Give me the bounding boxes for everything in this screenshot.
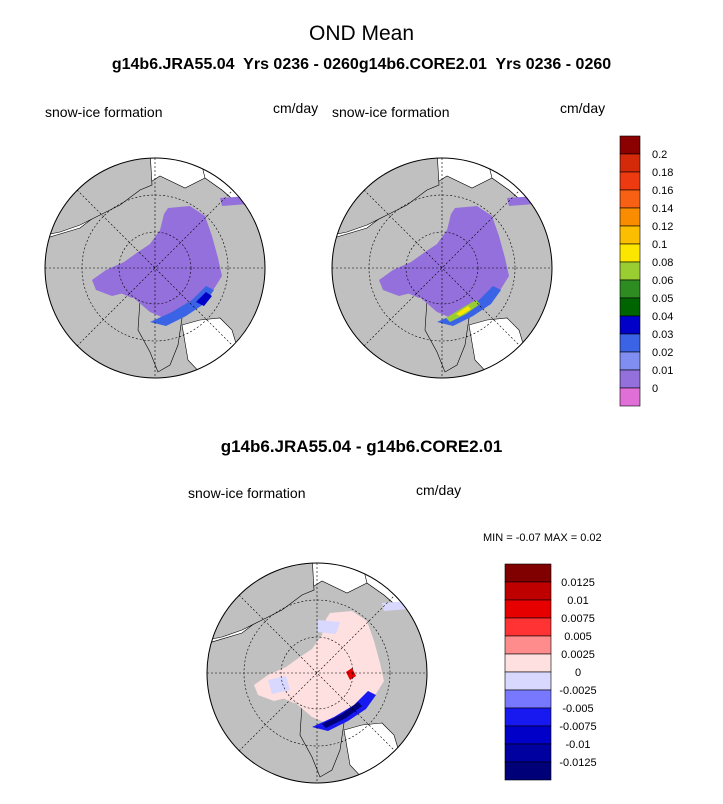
colorbar-top-tick-label: 0.18 — [652, 167, 673, 179]
colorbar-diff-swatch — [504, 635, 552, 655]
colorbar-top-swatch — [619, 225, 641, 245]
colorbar-diff-tick-label: -0.01 — [565, 739, 590, 751]
snow-ice-streak-peak — [456, 306, 471, 316]
panel1-units-label: cm/day — [273, 100, 319, 116]
colorbar-diff-swatch — [504, 725, 552, 745]
colorbar-top-swatch — [619, 261, 641, 281]
colorbar-top-tick-label: 0.12 — [652, 221, 673, 233]
colorbar-top: 0.2 0.18 0.16 0.14 0.12 0.1 0.08 0.06 0.05 0.04 0.… — [619, 135, 673, 407]
colorbar-diff-tick-label: 0.0125 — [561, 577, 595, 589]
min-max-readout: MIN = -0.07 MAX = 0.02 — [483, 532, 602, 544]
colorbar-top-tick-label: 0.06 — [652, 275, 673, 287]
land-top-right — [199, 158, 265, 205]
land-scandinavia — [181, 317, 239, 378]
colorbar-top-tick-label: 0 — [652, 383, 658, 395]
colorbar-diff-swatch — [504, 761, 552, 781]
colorbar-top-swatch — [619, 189, 641, 209]
colorbar-diff-swatch — [504, 653, 552, 673]
colorbar-diff-tick-label: -0.005 — [562, 703, 593, 715]
colorbar-top-tick-label: 0.03 — [652, 329, 673, 341]
colorbar-diff-tick-label: -0.0075 — [559, 721, 596, 733]
difference-streak-core — [322, 702, 362, 728]
colorbar-top-tick-label: 0.1 — [652, 239, 667, 251]
subtitle-right: g14b6.CORE2.01 Yrs 0236 - 0260 — [358, 56, 612, 73]
snow-ice-streak-high — [446, 300, 480, 322]
colorbar-diff-swatch — [504, 581, 552, 601]
colorbar-diff-tick-label: 0 — [575, 667, 581, 679]
difference-positive-spot — [346, 668, 356, 680]
colorbar-top-swatch — [619, 207, 641, 227]
colorbar-diff-swatch — [504, 563, 552, 583]
colorbar-diff-tick-label: -0.0125 — [559, 757, 596, 769]
snow-ice-streak — [437, 286, 501, 326]
figure-title: OND Mean — [308, 22, 415, 45]
colorbar-diff-tick-label: -0.0025 — [559, 685, 596, 697]
panel2-variable-label: snow-ice formation — [332, 104, 450, 120]
land-north-america — [45, 158, 153, 237]
colorbar-diff-tick-label: 0.0025 — [561, 649, 595, 661]
polar-map-jra55 — [44, 157, 266, 379]
colorbar-top-tick-label: 0.08 — [652, 257, 673, 269]
difference-title: g14b6.JRA55.04 - g14b6.CORE2.01 — [220, 437, 503, 456]
polar-map-difference — [206, 562, 428, 784]
colorbar-top-swatch — [619, 279, 641, 299]
colorbar-top-swatch — [619, 387, 641, 407]
panel2-units-label: cm/day — [560, 100, 606, 116]
colorbar-top-tick-label: 0.02 — [652, 347, 673, 359]
colorbar-top-swatch — [619, 351, 641, 371]
colorbar-top-swatch — [619, 369, 641, 389]
colorbar-diff-swatch — [504, 617, 552, 637]
colorbar-top-tick-label: 0.14 — [652, 203, 673, 215]
colorbar-difference: 0.0125 0.01 0.0075 0.005 0.0025 0 -0.0025 -0.00… — [504, 563, 597, 781]
colorbar-top-swatch — [619, 153, 641, 173]
colorbar-top-tick-label: 0.01 — [652, 365, 673, 377]
colorbar-top-tick-label: 0.05 — [652, 293, 673, 305]
colorbar-diff-tick-label: 0.0075 — [561, 613, 595, 625]
colorbar-diff-swatch — [504, 743, 552, 763]
colorbar-top-tick-label: 0.2 — [652, 149, 667, 161]
diff-units-label: cm/day — [416, 482, 462, 498]
difference-field — [254, 611, 384, 723]
colorbar-top-swatch — [619, 297, 641, 317]
colorbar-diff-tick-label: 0.005 — [564, 631, 592, 643]
colorbar-top-swatch — [619, 171, 641, 191]
hudson-ice — [118, 262, 156, 298]
subtitle-left: g14b6.JRA55.04 Yrs 0236 - 0260 — [111, 56, 359, 73]
figure-subtitle: g14b6.JRA55.04 Yrs 0236 - 0260g14b6.CORE… — [0, 56, 723, 74]
land-greenland — [137, 291, 183, 373]
colorbar-diff-swatch — [504, 671, 552, 691]
bering-ice — [220, 196, 250, 206]
colorbar-top-tick-label: 0.04 — [652, 311, 673, 323]
land-eurasia — [45, 175, 265, 378]
colorbar-diff-swatch — [504, 599, 552, 619]
colorbar-top-swatch — [619, 315, 641, 335]
colorbar-diff-swatch — [504, 689, 552, 709]
colorbar-top-tick-label: 0.16 — [652, 185, 673, 197]
colorbar-top-swatch — [619, 333, 641, 353]
diff-variable-label: snow-ice formation — [188, 485, 306, 501]
colorbar-diff-swatch — [504, 707, 552, 727]
difference-streak — [312, 691, 376, 731]
snow-ice-streak-core — [196, 292, 212, 306]
polar-map-core2 — [331, 157, 553, 379]
snow-ice-streak — [150, 286, 214, 326]
colorbar-top-swatch — [619, 243, 641, 263]
colorbar-top-swatch — [619, 135, 641, 155]
colorbar-diff-tick-label: 0.01 — [567, 595, 588, 607]
arctic-ice-field — [92, 206, 222, 318]
panel1-variable-label: snow-ice formation — [45, 104, 163, 120]
